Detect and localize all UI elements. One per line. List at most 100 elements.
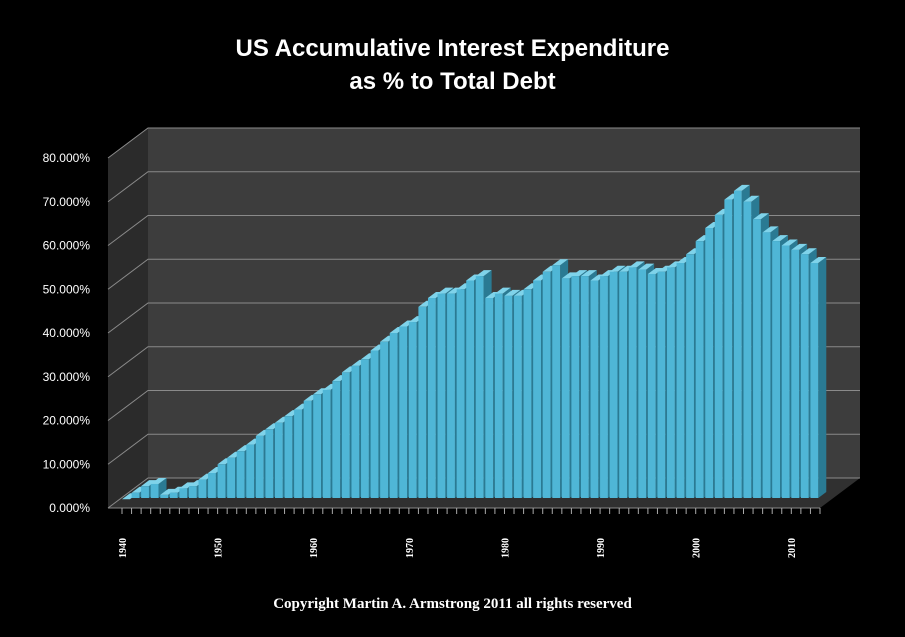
gridline xyxy=(107,127,860,159)
bar-top xyxy=(571,270,588,277)
bar-top xyxy=(762,226,779,233)
bar-front xyxy=(667,267,675,498)
bar-front xyxy=(370,350,379,498)
bar-top xyxy=(475,270,492,277)
bar-front xyxy=(714,214,723,498)
x-tick-label: 1990 xyxy=(596,538,607,558)
x-tick-label: 2000 xyxy=(692,538,703,558)
y-tick-label: 80.000% xyxy=(43,151,91,165)
bar-front xyxy=(657,271,666,498)
bar-front xyxy=(198,479,207,498)
y-tick-label: 50.000% xyxy=(43,282,91,296)
bar-front xyxy=(772,241,781,498)
bar-top xyxy=(781,239,798,246)
bar-top xyxy=(494,287,511,294)
bar-front xyxy=(179,488,188,498)
bar-front xyxy=(600,276,608,498)
gridline xyxy=(107,258,860,290)
bar-front xyxy=(418,306,427,498)
bar-front xyxy=(389,333,398,498)
bar-top xyxy=(504,289,521,296)
bar-front xyxy=(647,273,656,498)
bar-front xyxy=(313,394,322,498)
bar-top xyxy=(609,265,626,272)
bar-front xyxy=(303,400,312,498)
bar-top xyxy=(580,270,597,277)
bar-front xyxy=(160,494,169,498)
bar-front xyxy=(255,435,264,498)
bar-front xyxy=(724,199,733,498)
bar-front xyxy=(800,254,809,498)
bar xyxy=(810,257,827,498)
bar-front xyxy=(590,280,599,498)
bar-front xyxy=(131,492,140,498)
chart-title: US Accumulative Interest Expenditure xyxy=(235,35,670,62)
x-tick-label: 1940 xyxy=(118,538,129,558)
bar-front xyxy=(523,289,532,498)
bar-top xyxy=(647,267,664,274)
gridline xyxy=(107,215,860,246)
bar-top xyxy=(772,235,789,242)
bar-front xyxy=(427,298,436,498)
bar-front xyxy=(399,326,408,498)
bar-front xyxy=(150,483,159,498)
y-axis: 0.000% 10.000% 20.000% 30.000% 40.000% 50.000… xyxy=(43,151,91,515)
x-axis: 1940 1950 1960 1970 1980 1990 2000 2010 xyxy=(108,507,821,558)
bar-front xyxy=(246,444,255,498)
bar-top xyxy=(638,263,655,270)
y-tick-label: 20.000% xyxy=(43,414,91,428)
bar-front xyxy=(580,276,589,498)
bar-front xyxy=(141,486,149,498)
bar-front xyxy=(332,381,341,498)
bar-front xyxy=(676,263,685,498)
bar-front xyxy=(628,267,637,498)
bar-front xyxy=(533,280,541,498)
x-tick-label: 2010 xyxy=(787,538,798,558)
y-tick-label: 30.000% xyxy=(43,370,91,384)
bar-front xyxy=(380,341,389,498)
bar-front xyxy=(456,289,465,498)
bar-front xyxy=(619,271,628,498)
bar-front xyxy=(475,276,484,498)
bar-front xyxy=(686,254,694,498)
bar-top xyxy=(179,482,196,489)
bar-front xyxy=(351,365,360,498)
bar-front xyxy=(466,280,475,498)
bar-series xyxy=(122,184,827,500)
bar-top xyxy=(743,195,760,202)
bar-front xyxy=(762,232,771,498)
x-tick-label: 1970 xyxy=(405,538,416,558)
bar-top xyxy=(753,213,769,220)
bar-front xyxy=(227,457,236,498)
bar-front xyxy=(447,293,455,498)
bar-front xyxy=(294,409,302,498)
bar-front xyxy=(361,359,369,498)
bar-front xyxy=(781,245,790,498)
bar-front xyxy=(217,464,226,498)
bar-front xyxy=(208,473,216,498)
bar-front xyxy=(188,486,197,498)
bar-front xyxy=(494,293,503,498)
y-tick-label: 10.000% xyxy=(43,457,91,471)
bar-front xyxy=(236,451,245,498)
bar-front xyxy=(810,263,819,498)
bar-front xyxy=(571,276,580,498)
bar-front xyxy=(437,293,446,498)
bar-front xyxy=(705,228,714,498)
chart-subtitle: as % to Total Debt xyxy=(349,68,556,95)
bar-front xyxy=(743,201,752,498)
bar-front xyxy=(733,190,742,498)
bar-top xyxy=(810,257,827,263)
bar-front xyxy=(638,269,647,498)
bar-front xyxy=(514,295,522,498)
bar-front xyxy=(341,372,350,498)
bar-top xyxy=(561,272,578,279)
x-tick-label: 1980 xyxy=(500,538,511,558)
chart-area: 0.000% 10.000% 20.000% 30.000% 40.000% 50.000… xyxy=(43,127,860,558)
bar-front xyxy=(504,295,513,498)
bar-front xyxy=(322,389,331,498)
gridline xyxy=(107,171,860,203)
y-tick-label: 60.000% xyxy=(43,239,91,253)
bar-top xyxy=(437,287,454,294)
bar-front xyxy=(284,416,293,498)
